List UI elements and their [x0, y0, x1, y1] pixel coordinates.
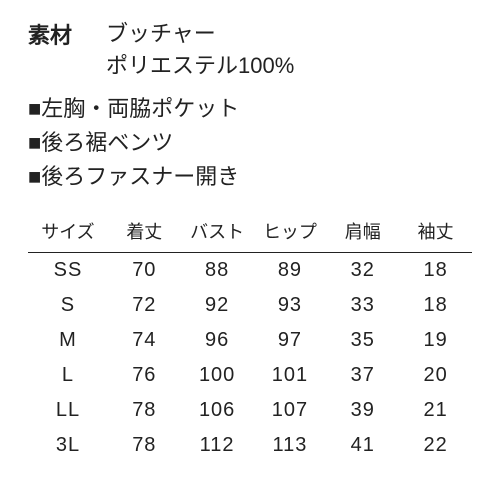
cell-val: 101: [254, 358, 327, 393]
cell-size: M: [28, 323, 108, 358]
material-section: 素材 ブッチャー ポリエステル100%: [28, 18, 472, 82]
cell-val: 35: [326, 323, 399, 358]
cell-val: 22: [399, 428, 472, 463]
material-label: 素材: [28, 18, 106, 50]
table-row: SS 70 88 89 32 18: [28, 253, 472, 289]
col-header-size: サイズ: [28, 212, 108, 253]
material-values: ブッチャー ポリエステル100%: [106, 18, 294, 82]
cell-size: 3L: [28, 428, 108, 463]
cell-val: 70: [108, 253, 181, 289]
table-row: M 74 96 97 35 19: [28, 323, 472, 358]
table-header-row: サイズ 着丈 バスト ヒップ 肩幅 袖丈: [28, 212, 472, 253]
feature-item: ■後ろ裾ベンツ: [28, 126, 472, 160]
cell-val: 78: [108, 393, 181, 428]
cell-val: 37: [326, 358, 399, 393]
cell-val: 88: [181, 253, 254, 289]
cell-val: 106: [181, 393, 254, 428]
features-list: ■左胸・両脇ポケット ■後ろ裾ベンツ ■後ろファスナー開き: [28, 92, 472, 194]
cell-val: 18: [399, 288, 472, 323]
cell-size: LL: [28, 393, 108, 428]
cell-val: 39: [326, 393, 399, 428]
feature-item: ■左胸・両脇ポケット: [28, 92, 472, 126]
material-line-2: ポリエステル100%: [106, 50, 294, 82]
cell-val: 96: [181, 323, 254, 358]
cell-val: 18: [399, 253, 472, 289]
cell-val: 113: [254, 428, 327, 463]
material-line-1: ブッチャー: [106, 18, 294, 50]
cell-val: 72: [108, 288, 181, 323]
cell-val: 20: [399, 358, 472, 393]
col-header-sleeve: 袖丈: [399, 212, 472, 253]
cell-size: L: [28, 358, 108, 393]
table-row: 3L 78 112 113 41 22: [28, 428, 472, 463]
cell-val: 97: [254, 323, 327, 358]
cell-val: 76: [108, 358, 181, 393]
feature-item: ■後ろファスナー開き: [28, 160, 472, 194]
table-row: LL 78 106 107 39 21: [28, 393, 472, 428]
cell-val: 33: [326, 288, 399, 323]
cell-size: S: [28, 288, 108, 323]
cell-val: 41: [326, 428, 399, 463]
table-row: S 72 92 93 33 18: [28, 288, 472, 323]
col-header-shoulder: 肩幅: [326, 212, 399, 253]
cell-val: 107: [254, 393, 327, 428]
cell-size: SS: [28, 253, 108, 289]
cell-val: 112: [181, 428, 254, 463]
col-header-length: 着丈: [108, 212, 181, 253]
cell-val: 32: [326, 253, 399, 289]
cell-val: 21: [399, 393, 472, 428]
table-body: SS 70 88 89 32 18 S 72 92 93 33 18 M 74 …: [28, 253, 472, 464]
cell-val: 93: [254, 288, 327, 323]
cell-val: 74: [108, 323, 181, 358]
cell-val: 78: [108, 428, 181, 463]
cell-val: 92: [181, 288, 254, 323]
cell-val: 19: [399, 323, 472, 358]
cell-val: 89: [254, 253, 327, 289]
col-header-bust: バスト: [181, 212, 254, 253]
cell-val: 100: [181, 358, 254, 393]
size-table: サイズ 着丈 バスト ヒップ 肩幅 袖丈 SS 70 88 89 32 18 S…: [28, 212, 472, 463]
col-header-hip: ヒップ: [254, 212, 327, 253]
table-row: L 76 100 101 37 20: [28, 358, 472, 393]
